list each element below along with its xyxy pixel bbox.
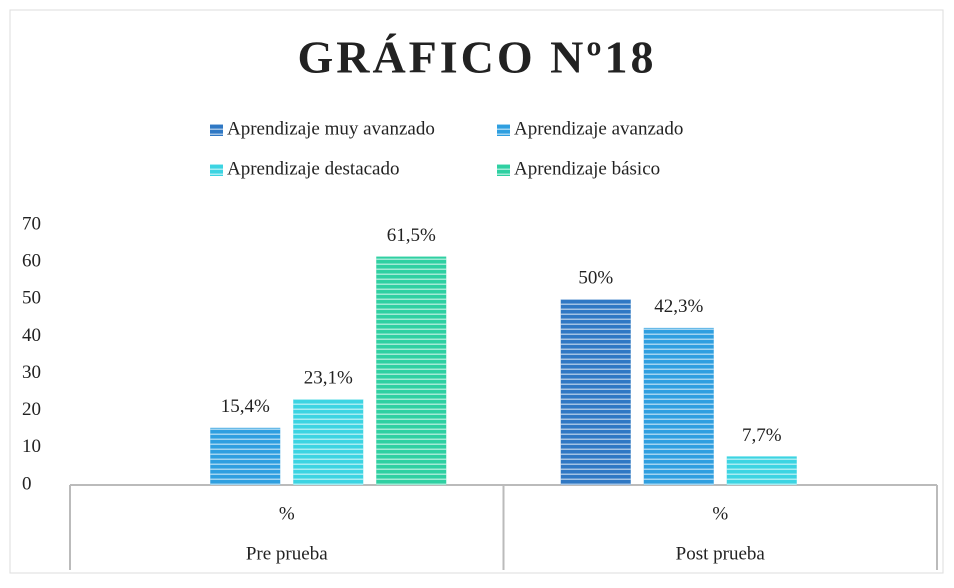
x-tick-sublabel: % bbox=[712, 503, 728, 524]
legend-label: Aprendizaje destacado bbox=[227, 158, 400, 179]
y-tick-label: 20 bbox=[22, 399, 41, 420]
y-tick-label: 60 bbox=[22, 251, 41, 272]
legend-swatch-pattern bbox=[497, 164, 510, 176]
legend-label: Aprendizaje básico bbox=[514, 158, 660, 179]
value-label: 50% bbox=[578, 268, 613, 289]
bar-pattern bbox=[726, 456, 797, 485]
bar-pattern bbox=[376, 256, 447, 485]
y-tick-label: 30 bbox=[22, 362, 41, 383]
y-tick-label: 50 bbox=[22, 288, 41, 309]
y-tick-label: 40 bbox=[22, 325, 41, 346]
x-tick-sublabel: % bbox=[279, 503, 295, 524]
x-tick-label: Pre prueba bbox=[246, 543, 328, 564]
y-tick-label: 70 bbox=[22, 213, 41, 234]
x-tick-label: Post prueba bbox=[676, 543, 766, 564]
chart-title: GRÁFICO Nº18 bbox=[297, 32, 656, 83]
bar-pattern bbox=[560, 299, 631, 485]
value-label: 42,3% bbox=[654, 296, 703, 317]
legend-swatch-pattern bbox=[210, 164, 223, 176]
value-label: 23,1% bbox=[304, 368, 353, 389]
value-label: 61,5% bbox=[387, 225, 436, 246]
legend-swatch-pattern bbox=[210, 124, 223, 136]
value-label: 7,7% bbox=[742, 425, 782, 446]
bar-pattern bbox=[643, 327, 714, 485]
bar-pattern bbox=[293, 399, 364, 485]
value-label: 15,4% bbox=[221, 396, 270, 417]
legend-swatch-pattern bbox=[497, 124, 510, 136]
legend-label: Aprendizaje muy avanzado bbox=[227, 118, 435, 139]
y-tick-label: 0 bbox=[22, 473, 32, 494]
y-tick-label: 10 bbox=[22, 436, 41, 457]
legend-label: Aprendizaje avanzado bbox=[514, 118, 683, 139]
bar-pattern bbox=[210, 427, 281, 485]
frame bbox=[9, 9, 944, 574]
